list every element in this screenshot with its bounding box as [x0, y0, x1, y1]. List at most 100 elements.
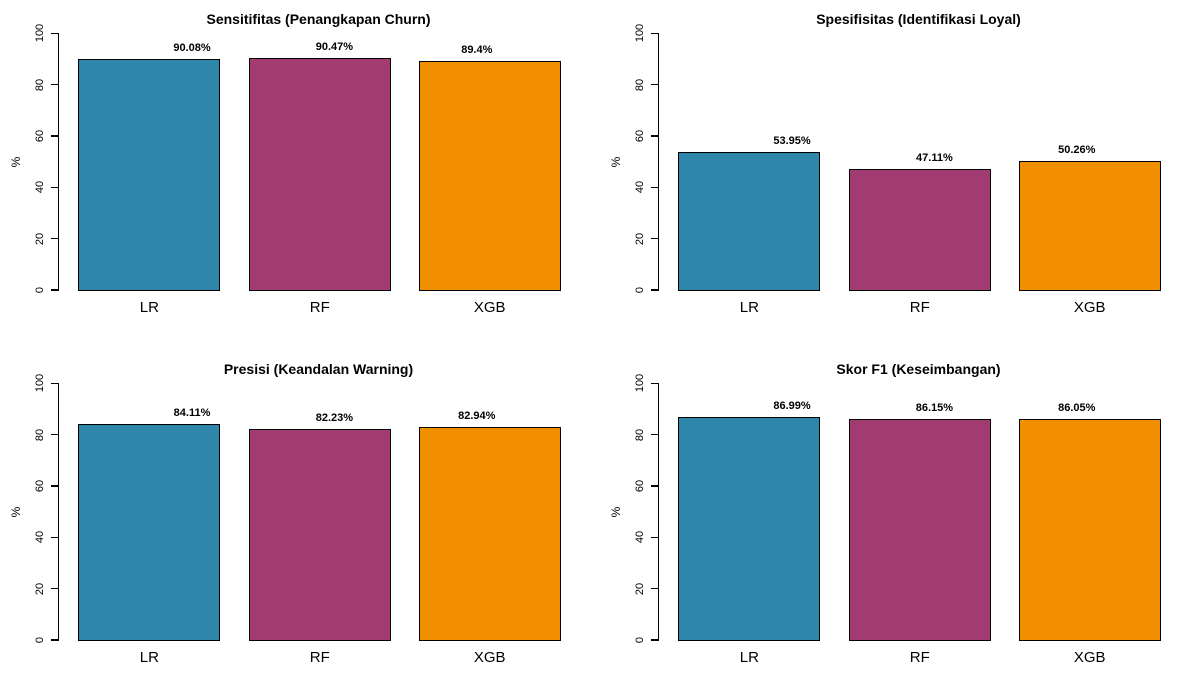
y-axis-tick-label: 100: [34, 24, 46, 43]
y-axis-tick: [650, 536, 658, 539]
y-axis-tick: [650, 237, 658, 240]
bar-value-label: 82.23%: [315, 411, 354, 424]
bar-xgb: [1018, 419, 1161, 641]
y-axis-tick-label: 80: [34, 78, 46, 91]
x-axis-category-label: LR: [739, 299, 759, 316]
bar-value-label: 86.99%: [773, 399, 811, 412]
y-axis-tick-label: 80: [34, 428, 46, 441]
y-axis-tick-label: 0: [634, 636, 646, 644]
y-axis-tick: [50, 485, 58, 487]
y-axis-line: [57, 382, 59, 641]
y-axis-tick-label: 40: [634, 181, 646, 194]
y-axis-tick-label: 100: [634, 24, 646, 43]
y-axis-tick: [50, 135, 58, 137]
x-axis-category-label: RF: [309, 299, 330, 316]
y-axis-label: %: [9, 506, 23, 518]
bar-value-label: 86.15%: [915, 401, 954, 414]
y-axis-tick: [50, 289, 58, 291]
y-axis-tick: [650, 639, 658, 641]
bar-rf: [248, 428, 391, 641]
chart-panel-spesifisitas: Spesifisitas (Identifikasi Loyal) 0 20 40 60…: [600, 0, 1200, 350]
y-axis-tick: [50, 382, 58, 385]
y-axis-tick: [650, 186, 658, 189]
x-axis-category-label: RF: [909, 299, 930, 316]
y-axis-line: [657, 382, 659, 641]
y-axis-tick: [650, 382, 658, 385]
y-axis-label: %: [9, 156, 23, 168]
chart-title: Skor F1 (Keseimbangan): [836, 361, 1001, 377]
x-axis-category-label: XGB: [473, 299, 506, 316]
chart-title: Sensitifitas (Penangkapan Churn): [206, 11, 431, 27]
bar-xgb: [418, 60, 561, 291]
chart-panel-skor: Skor F1 (Keseimbangan) 0 20 40 60 80 100% 86.99…: [600, 350, 1200, 700]
y-axis-tick-label: 100: [634, 374, 646, 393]
bar-lr: [678, 151, 821, 291]
y-axis-tick-label: 80: [634, 428, 646, 441]
y-axis-tick: [650, 32, 658, 35]
y-axis-tick: [650, 485, 658, 487]
y-axis-label: %: [609, 156, 623, 168]
bar-lr: [78, 424, 221, 641]
bar-rf: [848, 169, 991, 291]
y-axis-tick: [650, 83, 658, 86]
y-axis-tick: [50, 639, 58, 641]
bar-value-label: 86.05%: [1058, 402, 1096, 415]
y-axis-tick-label: 0: [34, 286, 46, 294]
y-axis-tick-label: 20: [34, 582, 46, 595]
y-axis-tick: [50, 536, 58, 539]
bar-rf: [848, 418, 991, 641]
y-axis-tick-label: 80: [634, 78, 646, 91]
y-axis-tick: [50, 83, 58, 86]
y-axis-tick-label: 20: [634, 582, 646, 595]
y-axis-label: %: [609, 506, 623, 518]
y-axis-tick-label: 60: [634, 129, 646, 143]
chart-title: Presisi (Keandalan Warning): [223, 361, 414, 377]
y-axis-tick: [650, 289, 658, 291]
y-axis-tick-label: 40: [34, 531, 46, 544]
bar-value-label: 47.11%: [916, 152, 953, 165]
bar-value-label: 90.08%: [173, 41, 211, 54]
x-axis-category-label: RF: [909, 649, 930, 666]
bar-value-label: 53.95%: [773, 134, 811, 147]
bar-xgb: [1018, 161, 1161, 291]
x-axis-category-label: LR: [739, 649, 759, 666]
bar-lr: [78, 58, 221, 291]
y-axis-tick-label: 60: [34, 129, 46, 143]
bar-rf: [248, 57, 391, 291]
y-axis-tick-label: 60: [34, 479, 46, 493]
y-axis-tick: [50, 32, 58, 35]
y-axis-tick: [650, 433, 658, 436]
y-axis-tick: [650, 587, 658, 590]
chart-panel-presisi: Presisi (Keandalan Warning) 0 20 40 60 80 100%…: [0, 350, 600, 700]
bar-value-label: 82.94%: [458, 410, 496, 423]
bar-value-label: 89.4%: [461, 43, 493, 56]
x-axis-category-label: RF: [309, 649, 330, 666]
bar-value-label: 90.47%: [315, 40, 354, 53]
y-axis-tick-label: 40: [634, 531, 646, 544]
y-axis-tick: [50, 433, 58, 436]
y-axis-line: [657, 32, 659, 291]
x-axis-category-label: XGB: [1073, 299, 1106, 316]
bar-lr: [678, 416, 821, 641]
x-axis-category-label: XGB: [473, 649, 506, 666]
bar-xgb: [418, 427, 561, 641]
y-axis-tick-label: 20: [634, 232, 646, 245]
chart-title: Spesifisitas (Identifikasi Loyal): [816, 11, 1021, 27]
x-axis-category-label: XGB: [1073, 649, 1106, 666]
bar-value-label: 50.26%: [1058, 144, 1096, 157]
bar-value-label: 84.11%: [173, 407, 211, 420]
y-axis-tick: [50, 186, 58, 189]
y-axis-line: [57, 32, 59, 291]
y-axis-tick-label: 60: [634, 479, 646, 493]
y-axis-tick-label: 100: [34, 374, 46, 393]
x-axis-category-label: LR: [139, 299, 159, 316]
y-axis-tick-label: 0: [634, 286, 646, 294]
y-axis-tick-label: 0: [34, 636, 46, 644]
x-axis-category-label: LR: [139, 649, 159, 666]
y-axis-tick-label: 20: [34, 232, 46, 245]
chart-panel-sensitifitas: Sensitifitas (Penangkapan Churn) 0 20 40 60 8…: [0, 0, 600, 350]
y-axis-tick: [50, 237, 58, 240]
y-axis-tick: [50, 587, 58, 590]
y-axis-tick: [650, 135, 658, 137]
